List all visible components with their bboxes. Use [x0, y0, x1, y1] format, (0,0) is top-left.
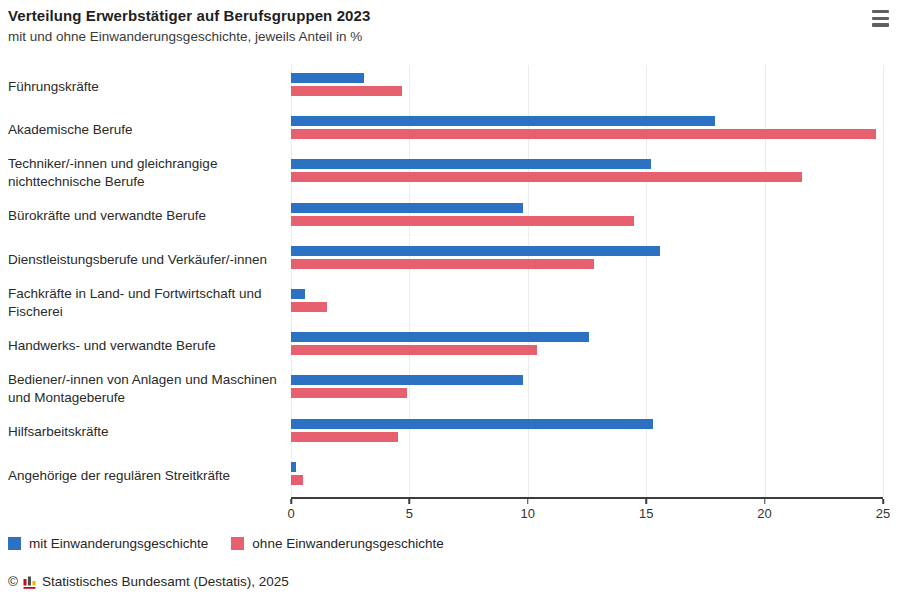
- category-label: Führungskräfte: [8, 65, 291, 108]
- hamburger-bar: [872, 23, 889, 26]
- category-row: Bürokräfte und verwandte Berufe: [8, 195, 883, 238]
- category-row: Akademische Berufe: [8, 108, 883, 151]
- legend-item-mit-einwanderungsgeschichte[interactable]: mit Einwanderungsgeschichte: [8, 536, 208, 551]
- chart-title: Verteilung Erwerbstätiger auf Berufsgrup…: [8, 7, 370, 24]
- category-row: Handwerks- und verwandte Berufe: [8, 324, 883, 367]
- axis-tick-mark: [645, 499, 647, 504]
- bar-mit-einwanderungsgeschichte[interactable]: [291, 332, 589, 342]
- category-label: Bediener/-innen von Anlagen und Maschine…: [8, 367, 291, 410]
- axis-tick-mark: [527, 499, 529, 504]
- bar-mit-einwanderungsgeschichte[interactable]: [291, 289, 305, 299]
- bar-mit-einwanderungsgeschichte[interactable]: [291, 462, 296, 472]
- category-label: Fachkräfte in Land- und Fortwirtschaft u…: [8, 281, 291, 324]
- bar-group: [291, 195, 883, 238]
- chart-rows: FührungskräfteAkademische BerufeTechnike…: [8, 65, 883, 497]
- hamburger-bar: [872, 17, 889, 20]
- axis-tick-label: 0: [287, 506, 294, 521]
- bar-mit-einwanderungsgeschichte[interactable]: [291, 159, 651, 169]
- axis-tick-mark: [409, 499, 411, 504]
- bar-group: [291, 108, 883, 151]
- category-label: Dienstleistungsberufe und Verkäufer/-inn…: [8, 238, 291, 281]
- bar-ohne-einwanderungsgeschichte[interactable]: [291, 172, 802, 182]
- legend: mit Einwanderungsgeschichte ohne Einwande…: [8, 536, 444, 551]
- bar-mit-einwanderungsgeschichte[interactable]: [291, 73, 364, 83]
- axis-tick-mark: [764, 499, 766, 504]
- source-text: Statistisches Bundesamt (Destatis), 2025: [42, 574, 289, 589]
- category-row: Bediener/-innen von Anlagen und Maschine…: [8, 367, 883, 410]
- axis-tick-mark: [290, 499, 292, 504]
- category-row: Techniker/-innen und gleichrangige nicht…: [8, 151, 883, 194]
- bar-ohne-einwanderungsgeschichte[interactable]: [291, 475, 303, 485]
- category-label: Hilfsarbeitskräfte: [8, 411, 291, 454]
- category-row: Fachkräfte in Land- und Fortwirtschaft u…: [8, 281, 883, 324]
- bar-ohne-einwanderungsgeschichte[interactable]: [291, 302, 327, 312]
- bar-ohne-einwanderungsgeschichte[interactable]: [291, 216, 634, 226]
- axis-tick-label: 20: [757, 506, 771, 521]
- gridline: [883, 65, 884, 497]
- bar-mit-einwanderungsgeschichte[interactable]: [291, 246, 660, 256]
- bar-group: [291, 151, 883, 194]
- bar-chart: FührungskräfteAkademische BerufeTechnike…: [8, 65, 883, 497]
- bar-group: [291, 238, 883, 281]
- category-label: Bürokräfte und verwandte Berufe: [8, 195, 291, 238]
- category-label: Handwerks- und verwandte Berufe: [8, 324, 291, 367]
- legend-label: mit Einwanderungsgeschichte: [29, 536, 208, 551]
- chart-widget: Verteilung Erwerbstätiger auf Berufsgrup…: [0, 0, 903, 592]
- legend-label: ohne Einwanderungsgeschichte: [252, 536, 443, 551]
- bar-ohne-einwanderungsgeschichte[interactable]: [291, 259, 594, 269]
- bar-mit-einwanderungsgeschichte[interactable]: [291, 419, 653, 429]
- axis-tick-mark: [882, 499, 884, 504]
- bar-group: [291, 65, 883, 108]
- axis-tick-label: 15: [639, 506, 653, 521]
- axis-tick-label: 5: [406, 506, 413, 521]
- axis-tick-label: 10: [521, 506, 535, 521]
- category-row: Führungskräfte: [8, 65, 883, 108]
- bar-group: [291, 281, 883, 324]
- bar-mit-einwanderungsgeschichte[interactable]: [291, 203, 523, 213]
- category-row: Dienstleistungsberufe und Verkäufer/-inn…: [8, 238, 883, 281]
- category-label: Angehörige der regulären Streitkräfte: [8, 454, 291, 497]
- bar-mit-einwanderungsgeschichte[interactable]: [291, 116, 715, 126]
- bar-group: [291, 324, 883, 367]
- legend-item-ohne-einwanderungsgeschichte[interactable]: ohne Einwanderungsgeschichte: [231, 536, 443, 551]
- legend-swatch: [231, 537, 244, 550]
- source-note: © Statistisches Bundesamt (Destatis), 20…: [8, 574, 289, 589]
- legend-swatch: [8, 537, 21, 550]
- axis-tick-label: 25: [876, 506, 890, 521]
- category-label: Akademische Berufe: [8, 108, 291, 151]
- hamburger-menu-icon[interactable]: [872, 10, 889, 27]
- category-label: Techniker/-innen und gleichrangige nicht…: [8, 151, 291, 194]
- chart-subtitle: mit und ohne Einwanderungsgeschichte, je…: [8, 29, 362, 44]
- bar-ohne-einwanderungsgeschichte[interactable]: [291, 388, 407, 398]
- destatis-logo-icon: [23, 575, 37, 589]
- category-row: Angehörige der regulären Streitkräfte: [8, 454, 883, 497]
- hamburger-bar: [872, 10, 889, 13]
- bar-group: [291, 411, 883, 454]
- bar-ohne-einwanderungsgeschichte[interactable]: [291, 129, 876, 139]
- bar-ohne-einwanderungsgeschichte[interactable]: [291, 345, 537, 355]
- bar-group: [291, 454, 883, 497]
- bar-group: [291, 367, 883, 410]
- copyright-symbol: ©: [8, 574, 18, 589]
- x-axis: 0510152025: [291, 497, 883, 521]
- bar-mit-einwanderungsgeschichte[interactable]: [291, 375, 523, 385]
- bar-ohne-einwanderungsgeschichte[interactable]: [291, 432, 398, 442]
- bar-ohne-einwanderungsgeschichte[interactable]: [291, 86, 402, 96]
- category-row: Hilfsarbeitskräfte: [8, 411, 883, 454]
